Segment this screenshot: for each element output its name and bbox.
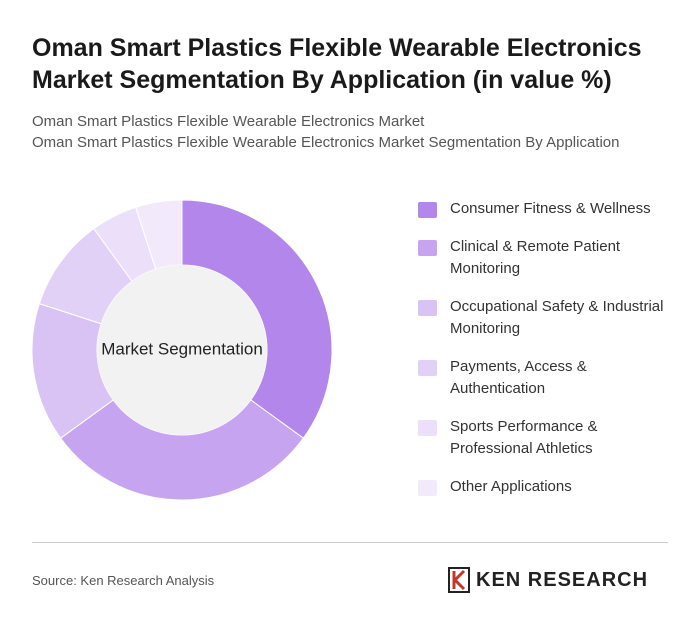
divider xyxy=(32,542,668,543)
legend-label: Sports Performance & Professional Athlet… xyxy=(450,418,598,457)
legend-item: Sports Performance & Professional Athlet… xyxy=(418,416,678,460)
subtitle: Oman Smart Plastics Flexible Wearable El… xyxy=(32,113,425,130)
legend-item: Consumer Fitness & Wellness xyxy=(418,198,678,220)
logo: KEN RESEARCH xyxy=(448,567,648,593)
chart-title: Oman Smart Plastics Flexible Wearable El… xyxy=(32,34,642,94)
legend-label: Other Applications xyxy=(450,478,572,495)
logo-icon xyxy=(448,567,470,593)
legend: Consumer Fitness & Wellness Clinical & Re… xyxy=(418,198,678,514)
legend-swatch xyxy=(418,240,437,256)
source: Source: Ken Research Analysis xyxy=(32,573,215,588)
legend-label: Clinical & Remote Patient Monitoring xyxy=(450,238,621,277)
legend-swatch xyxy=(418,480,437,496)
logo-text: KEN RESEARCH xyxy=(476,568,649,591)
donut-hole xyxy=(97,265,267,435)
legend-swatch xyxy=(418,360,437,376)
legend-label: Occupational Safety & Industrial Monitor… xyxy=(450,298,664,337)
legend-item: Payments, Access & Authentication xyxy=(418,356,678,400)
subtitle: Oman Smart Plastics Flexible Wearable El… xyxy=(32,134,620,151)
legend-label: Consumer Fitness & Wellness xyxy=(450,200,651,217)
legend-item: Clinical & Remote Patient Monitoring xyxy=(418,236,678,280)
donut-chart: Market Segmentation xyxy=(31,199,333,501)
legend-swatch xyxy=(418,300,437,316)
legend-item: Occupational Safety & Industrial Monitor… xyxy=(418,296,678,340)
legend-swatch xyxy=(418,202,437,218)
legend-label: Payments, Access & Authentication xyxy=(450,358,587,397)
legend-swatch xyxy=(418,420,437,436)
center-label: Market Segmentation xyxy=(101,339,263,358)
legend-item: Other Applications xyxy=(418,476,678,498)
